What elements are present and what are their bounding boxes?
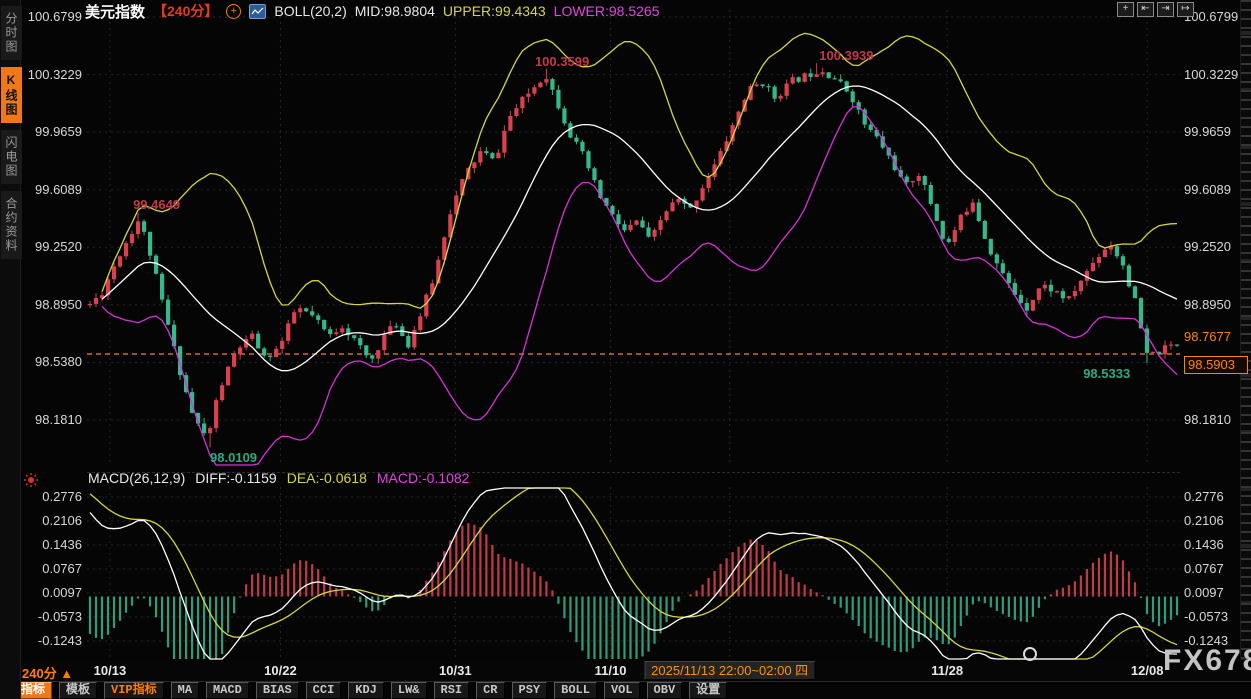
boll-params: BOLL(20,2) [274,3,347,19]
macd-axis-tick-left: 0.2776 [42,489,82,504]
main-axis-tick-right: 99.6089 [1184,181,1231,197]
toolbar-button-MACD[interactable]: MACD [206,682,249,699]
sidebar-item-3[interactable]: 闪电图 [1,130,22,184]
macd-axis-tick-left: 0.2106 [42,513,82,528]
macd-axis-tick-right: -0.0573 [1184,608,1229,624]
main-axis-tick-left: 99.6089 [35,181,82,197]
sidebar-item-1[interactable]: 分时图 [1,6,22,60]
bottom-toolbar: 指标 模板 VIP指标 MA MACD BIAS CCI KDJ LW& RSI CR PSY BOLL… [0,681,1251,699]
toolbar-button-PSY[interactable]: PSY [511,682,548,699]
macd-axis-tick-left: -0.1243 [37,633,82,648]
boll-upper-value: UPPER:99.4343 [442,3,546,19]
price-axis-scrollbar[interactable] [1240,0,1251,660]
sidebar-item-4[interactable]: 合约资料 [1,191,22,259]
top-right-icons: + ⇤ ⇥ ↦ [1117,2,1194,17]
annotation-100.3939: 100.3939 [819,48,874,64]
pan-right-icon[interactable]: ↦ [1177,2,1194,17]
x-axis-date: 12/08 [1130,663,1164,678]
main-chart[interactable] [87,10,1180,466]
main-axis-tick-left: 98.1810 [35,412,82,427]
toolbar-button-VOL[interactable]: VOL [603,682,640,699]
cursor-marker [1023,647,1037,661]
main-axis-tick-right: 98.8950 [1184,296,1231,312]
macd-axis-tick-left: 0.0767 [42,560,82,576]
macd-axis-tick-left: 0.1436 [42,537,82,552]
macd-axis-tick-right: -0.1243 [1184,633,1229,648]
annotation-98.0109: 98.0109 [210,450,258,466]
chart-header: 美元指数 【240分】 + BOLL(20,2) MID:98.9804 UPP… [85,2,660,21]
macd-params: MACD(26,12,9) [88,470,186,486]
indicator-alert-icon [23,472,39,488]
main-axis-tick-left: 98.8950 [35,296,82,312]
annotation-99.4649: 99.4649 [133,196,181,212]
toolbar-button-LW&[interactable]: LW& [390,682,427,699]
pane-divider[interactable] [87,472,1180,473]
x-axis-date: 11/28 [931,663,964,678]
toolbar-button-模板[interactable]: 模板 [59,682,98,699]
macd-axis-tick-right: 0.0767 [1184,560,1224,576]
crosshair-icon[interactable]: + [1117,2,1134,17]
macd-axis-tick-right: 0.2776 [1184,489,1224,504]
watermark: FX678 [1163,644,1251,677]
main-axis-tick-left: 99.2520 [35,239,82,255]
macd-axis-tick-left: 0.0097 [42,584,82,600]
price-label-98.7677: 98.7677 [1184,329,1231,345]
x-axis-date: 10/13 [93,663,127,678]
main-axis-tick-right: 100.6799 [1184,9,1239,24]
main-axis-tick-right: 98.1810 [1184,412,1231,427]
main-axis-tick-left: 100.3229 [27,66,82,82]
macd-axis-tick-right: 0.0097 [1184,584,1224,600]
period-label: 【240分】 [153,3,219,19]
toolbar-button-BOLL[interactable]: BOLL [554,682,597,699]
macd-axis-tick-right: 0.1436 [1184,537,1224,552]
toolbar-button-设置[interactable]: 设置 [689,682,728,699]
annotation-100.3599: 100.3599 [534,53,590,69]
toolbar-button-VIP指标[interactable]: VIP指标 [104,682,164,699]
toolbar-button-KDJ[interactable]: KDJ [348,682,384,699]
macd-chart[interactable] [87,487,1180,660]
x-axis-date: 10/22 [264,663,297,678]
toolbar-button-OBV[interactable]: OBV [646,682,683,699]
boll-lower-value: LOWER:98.5265 [553,3,660,19]
sidebar-item-2[interactable]: K线图 [1,67,22,123]
zoom-in-axis-icon[interactable]: ⇤ [1137,2,1154,17]
main-axis-tick-right: 99.9659 [1184,124,1231,140]
toolbar-button-MA[interactable]: MA [170,682,200,699]
macd-axis-tick-right: 0.2106 [1184,513,1224,528]
main-axis-tick-left: 99.9659 [35,124,82,140]
main-axis-tick-left: 100.6799 [27,9,82,24]
main-axis-tick-left: 98.5380 [35,354,82,370]
macd-diff-value: DIFF:-0.1159 [195,470,277,486]
main-axis-tick-right: 99.2520 [1184,239,1231,255]
x-axis-date: 10/31 [439,663,472,678]
main-axis-tick-right: 100.3229 [1184,66,1239,82]
toolbar-button-BIAS[interactable]: BIAS [255,682,299,699]
annotation-98.5333: 98.5333 [1083,366,1131,382]
toolbar-button-CR[interactable]: CR [476,682,505,699]
boll-mid-value: MID:98.9804 [354,3,435,19]
period-indicator[interactable]: 240分 ▲ [22,666,74,681]
add-indicator-icon[interactable]: + [226,3,242,19]
x-axis: 240分 ▲ 10/13 10/22 10/31 11/10 11/28 12/08 2025… [0,661,1251,681]
macd-header: MACD(26,12,9) DIFF:-0.1159 DEA:-0.0618 M… [88,470,469,486]
sidebar: 分时图 K线图闪电图合约资料 [0,0,22,699]
macd-axis-tick-left: -0.0573 [37,608,82,624]
symbol-name: 美元指数 [85,3,146,21]
toolbar-button-RSI[interactable]: RSI [433,682,470,699]
boll-chart-icon [249,3,267,19]
x-axis-date: 11/10 [594,663,627,678]
macd-macd-value: MACD:-0.1082 [376,470,470,486]
toolbar-button-CCI[interactable]: CCI [305,682,342,699]
macd-dea-value: DEA:-0.0618 [286,470,367,486]
zoom-out-axis-icon[interactable]: ⇥ [1157,2,1174,17]
price-label-98.5903: 98.5903 [1184,355,1248,374]
x-axis-highlight-date: 2025/11/13 22:00~02:00 四 [644,661,816,680]
